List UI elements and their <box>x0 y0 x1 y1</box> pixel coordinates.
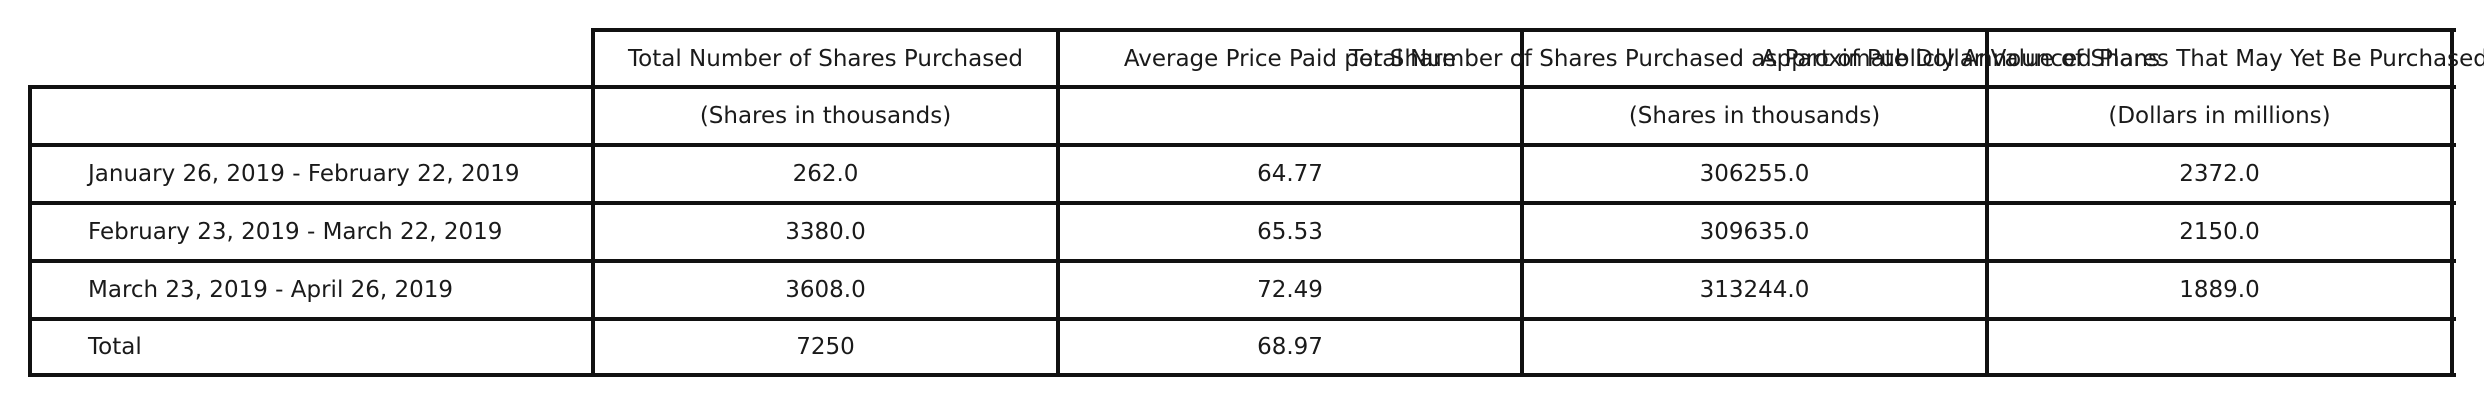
row-1-total-shares: 262.0 <box>792 161 859 187</box>
row-2-shares-under-plans: 309635.0 <box>1699 219 1810 245</box>
header-unit-empty <box>1060 89 1520 143</box>
row-3-shares-under-plans: 313244.0 <box>1699 277 1810 303</box>
header-unit-dollars-millions: (Dollars in millions) <box>2108 103 2331 129</box>
column-divider-1 <box>591 28 595 377</box>
row-divider-3 <box>28 259 2456 263</box>
total-label: Total <box>88 334 142 360</box>
table-border-right <box>2450 28 2454 377</box>
row-2-dollar-value: 2150.0 <box>2179 219 2260 245</box>
column-divider-3 <box>1520 28 1524 377</box>
row-3-total-shares: 3608.0 <box>785 277 866 303</box>
row-2-period: February 23, 2019 - March 22, 2019 <box>88 219 503 245</box>
column-divider-4 <box>1985 28 1989 377</box>
row-1-average-price: 64.77 <box>1257 161 1323 187</box>
row-2-total-shares: 3380.0 <box>785 219 866 245</box>
row-1-period: January 26, 2019 - February 22, 2019 <box>88 161 520 187</box>
table-border-bottom <box>28 373 2456 377</box>
total-dollar-value <box>1989 321 2450 373</box>
row-1-shares-under-plans: 306255.0 <box>1699 161 1810 187</box>
row-3-period: March 23, 2019 - April 26, 2019 <box>88 277 454 303</box>
row-divider-1 <box>28 143 2456 147</box>
row-3-average-price: 72.49 <box>1257 277 1323 303</box>
column-divider-2 <box>1056 28 1060 377</box>
header-unit-shares-thousands-plans: (Shares in thousands) <box>1628 103 1881 129</box>
row-2-average-price: 65.53 <box>1257 219 1323 245</box>
header-approximate-dollar-value: Approximate Dollar Value of Shares That … <box>1760 45 2484 72</box>
total-shares-under-plans <box>1524 321 1985 373</box>
row-1-dollar-value: 2372.0 <box>2179 161 2260 187</box>
header-unit-shares-thousands: (Shares in thousands) <box>699 103 952 129</box>
total-average-price: 68.97 <box>1257 334 1323 360</box>
header-average-price-paid: Average Price Paid per Share <box>1123 45 1457 72</box>
row-3-dollar-value: 1889.0 <box>2179 277 2260 303</box>
table-border-top-header <box>593 28 2456 32</box>
table-border-top <box>28 85 2456 89</box>
total-shares-purchased: 7250 <box>796 334 855 360</box>
table-border-left <box>28 85 32 377</box>
row-divider-4 <box>28 317 2456 321</box>
row-divider-2 <box>28 201 2456 205</box>
header-total-shares-purchased: Total Number of Shares Purchased <box>628 45 1023 72</box>
